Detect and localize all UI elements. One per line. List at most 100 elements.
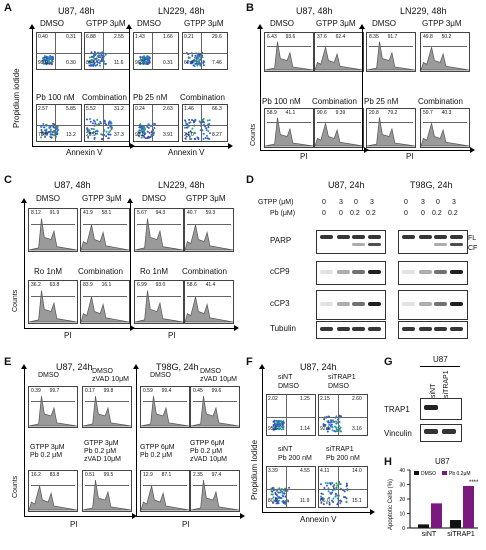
e-u87-x-axis	[24, 516, 132, 517]
d-band-2-4	[402, 302, 415, 306]
b-ln229-plot-1	[420, 32, 470, 72]
e-u87-plot-1-gate	[85, 401, 129, 402]
a-ln229-x-arrow	[228, 143, 233, 149]
e-u87-plot-1-right-val: 99.8	[103, 388, 114, 394]
b-xlabel-ln229: PI	[406, 152, 414, 161]
a-ln229-plot-3-q-lr: 8.27	[212, 132, 222, 138]
a-u87-y-arrow	[29, 24, 35, 29]
a-u87-plot-2-q-lr: 13.2	[66, 132, 76, 138]
a-ln229-plot-1-q-ul: 0.21	[184, 34, 194, 40]
d-band-1-0	[320, 270, 333, 274]
a-ln229-y-arrow	[126, 24, 132, 29]
c-u87-plot-3-histogram	[81, 296, 129, 323]
c-u87-plot-1-histogram	[81, 224, 129, 251]
a-u87-plot-0-q-ul: 0.40	[38, 34, 48, 40]
d-band-cf-0-6	[434, 243, 447, 246]
panel-c-ln229-title: LN229, 48h	[158, 180, 205, 190]
c-ln229-plot-1-histogram	[185, 224, 233, 251]
b-ln229-y-arrow	[359, 24, 365, 29]
a-u87-plot-1	[84, 32, 130, 70]
a-ln229-plot-2-q-lr: 3.91	[163, 132, 173, 138]
a-u87-plot-3	[84, 104, 130, 142]
c-ln229-plot-1-right-val: 59.3	[205, 210, 216, 216]
e-u87-y-arrow	[21, 364, 27, 369]
panel-h-letter: H	[384, 456, 392, 468]
a-u87-plot-2-q-ur: 5.85	[66, 106, 76, 112]
f-plot-2-q-ll: 80.2	[268, 498, 278, 504]
a-u87-plot-1-q-lr: 11.6	[114, 60, 124, 66]
panel-d-t98g-title: T98G, 24h	[410, 180, 453, 190]
f-plot-3-q-ur: 14.0	[352, 468, 362, 474]
d-gtpp-val-4: 0	[404, 199, 408, 206]
a-ln229-plot-1-q-ll: 62.4	[184, 60, 194, 66]
a-u87-cond-2: Pb 100 nM	[36, 93, 75, 102]
c-u87-plot-3-right-val: 16.1	[101, 282, 112, 288]
e-t98g-cond-3-2: zVAD 10μM	[190, 456, 227, 463]
a-ln229-plot-1-gate-v	[201, 33, 202, 69]
a-u87-plot-1-gate-h	[85, 53, 129, 54]
b-u87-plot-1	[314, 32, 364, 72]
d-gtpp-val-5: 3	[421, 199, 425, 206]
f-plot-0-gate-h	[267, 417, 315, 418]
b-u87-cond-0: DMSO	[270, 19, 294, 28]
b-u87-plot-2-right-val: 41.1	[285, 110, 296, 116]
d-band-3-3	[368, 327, 381, 331]
f-plot-0-gate-v	[286, 395, 287, 435]
c-u87-plot-1-right-val: 58.1	[101, 210, 112, 216]
f-plot-1-q-lr: 3.16	[352, 426, 362, 432]
e-u87-plot-1-histogram	[83, 395, 131, 427]
d-band-0-6	[434, 235, 447, 239]
f-plot-0-dots	[272, 419, 285, 431]
e-u87-plot-2	[28, 470, 78, 512]
a-u87-plot-2-q-ll: 78.6	[38, 132, 48, 138]
d-band-2-0	[320, 302, 333, 306]
f-plot-2-q-lr: 11.9	[300, 498, 310, 504]
f-plot-2-dots	[270, 486, 291, 505]
d-band-3-2	[352, 327, 365, 331]
c-u87-x-axis	[24, 328, 130, 329]
d-band-1-7	[450, 270, 463, 274]
b-ln229-plot-2-right-val: 79.2	[387, 110, 398, 116]
d-gtpp-val-1: 3	[339, 199, 343, 206]
d-pb-val-6: 0.2	[432, 210, 442, 217]
c-u87-cond-0: DMSO	[36, 194, 60, 203]
e-u87-y-axis	[24, 368, 25, 516]
b-u87-plot-0-gate	[267, 46, 311, 48]
b-u87-plot-3-left-val: 90.6	[317, 110, 327, 116]
a-ln229-cond-1: GTPP 3μM	[184, 19, 224, 28]
c-ln229-plot-0-right-val: 94.3	[155, 210, 166, 216]
a-ln229-plot-1-q-ur: 29.6	[212, 34, 222, 40]
a-ln229-plot-3-gate-h	[183, 125, 227, 126]
f-cond-3-0: siTRAP1	[326, 446, 354, 453]
panel-a-ln229-title: LN229, 48h	[158, 6, 205, 16]
b-u87-plot-3	[314, 108, 364, 148]
a-ln229-plot-0-q-ur: 1.66	[163, 34, 173, 40]
a-xlabel-u87: Annexin V	[66, 148, 103, 157]
e-u87-plot-1	[82, 386, 132, 428]
d-gtpp-val-3: 3	[370, 199, 374, 206]
d-band-cf-0-3	[368, 243, 381, 246]
c-ln229-plot-3-histogram	[185, 296, 233, 323]
c-ln229-cond-2: Ro 1nM	[140, 267, 169, 276]
e-u87-plot-2-histogram	[29, 485, 77, 511]
e-u87-plot-0	[28, 386, 78, 428]
c-u87-plot-3-gate	[83, 295, 127, 297]
e-t98g-cond-0-0: DMSO	[150, 372, 171, 379]
e-t98g-cond-3-0: GTPP 6μM	[190, 440, 225, 447]
c-ln229-plot-0-histogram	[135, 218, 183, 251]
f-plot-2-gate-h	[267, 489, 315, 490]
b-u87-cond-2: Pb 100 nM	[262, 97, 301, 106]
a-u87-plot-0-gate-h	[37, 53, 81, 54]
d-blot-label-0: PARP	[270, 236, 292, 245]
d-fl-label: FL	[468, 235, 477, 242]
c-u87-plot-1	[80, 208, 130, 252]
c-ln229-plot-3-left-val: 58.6	[187, 282, 197, 288]
b-ln229-x-arrow	[470, 147, 475, 153]
a-u87-plot-0-dots	[41, 54, 54, 66]
g-blot-label-0: TRAP1	[384, 405, 410, 414]
c-ln229-plot-0-left-val: 5.67	[137, 210, 147, 216]
d-band-0-3	[368, 235, 381, 239]
c-u87-cond-3: Combination	[78, 267, 123, 276]
e-t98g-y-axis	[136, 368, 137, 516]
a-u87-plot-3-gate-v	[103, 105, 104, 141]
